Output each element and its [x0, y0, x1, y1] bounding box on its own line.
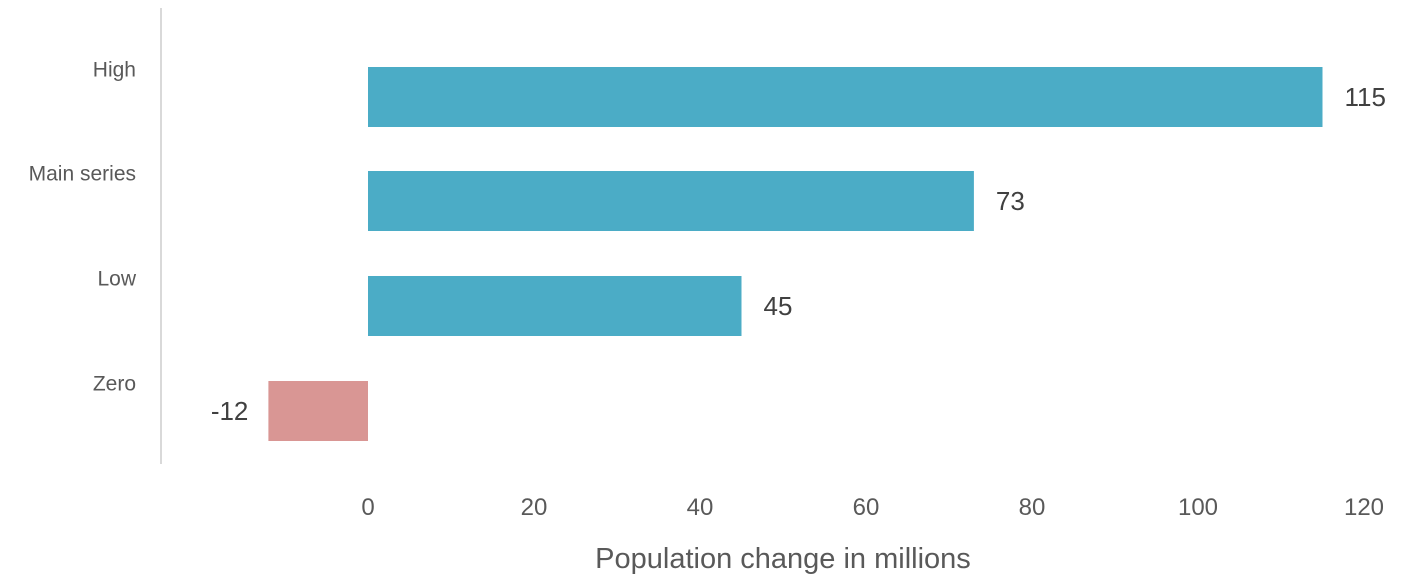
x-axis-title: Population change in millions [595, 543, 971, 575]
data-label: 73 [996, 186, 1025, 216]
data-label: -12 [211, 396, 249, 426]
category-label: Low [97, 268, 136, 291]
data-label: 115 [1345, 82, 1386, 112]
x-tick-label: 40 [687, 494, 714, 521]
x-axis-ticks: 0 20 40 60 80 100 120 [361, 494, 1384, 521]
data-labels: 115 73 45 -12 [211, 82, 1386, 426]
x-tick-label: 60 [853, 494, 880, 521]
x-tick-label: 80 [1019, 494, 1046, 521]
category-label: High [93, 59, 136, 82]
data-label: 45 [764, 291, 793, 321]
x-tick-label: 20 [521, 494, 548, 521]
bar [368, 171, 974, 231]
bars [268, 67, 1323, 441]
category-labels: High Main series Low Zero [29, 59, 137, 396]
category-label: Main series [29, 163, 136, 186]
bar [368, 67, 1323, 127]
bar [368, 276, 742, 336]
x-tick-label: 120 [1344, 494, 1384, 521]
x-tick-label: 100 [1178, 494, 1218, 521]
category-label: Zero [93, 373, 136, 396]
bar [268, 381, 368, 441]
x-tick-label: 0 [361, 494, 374, 521]
